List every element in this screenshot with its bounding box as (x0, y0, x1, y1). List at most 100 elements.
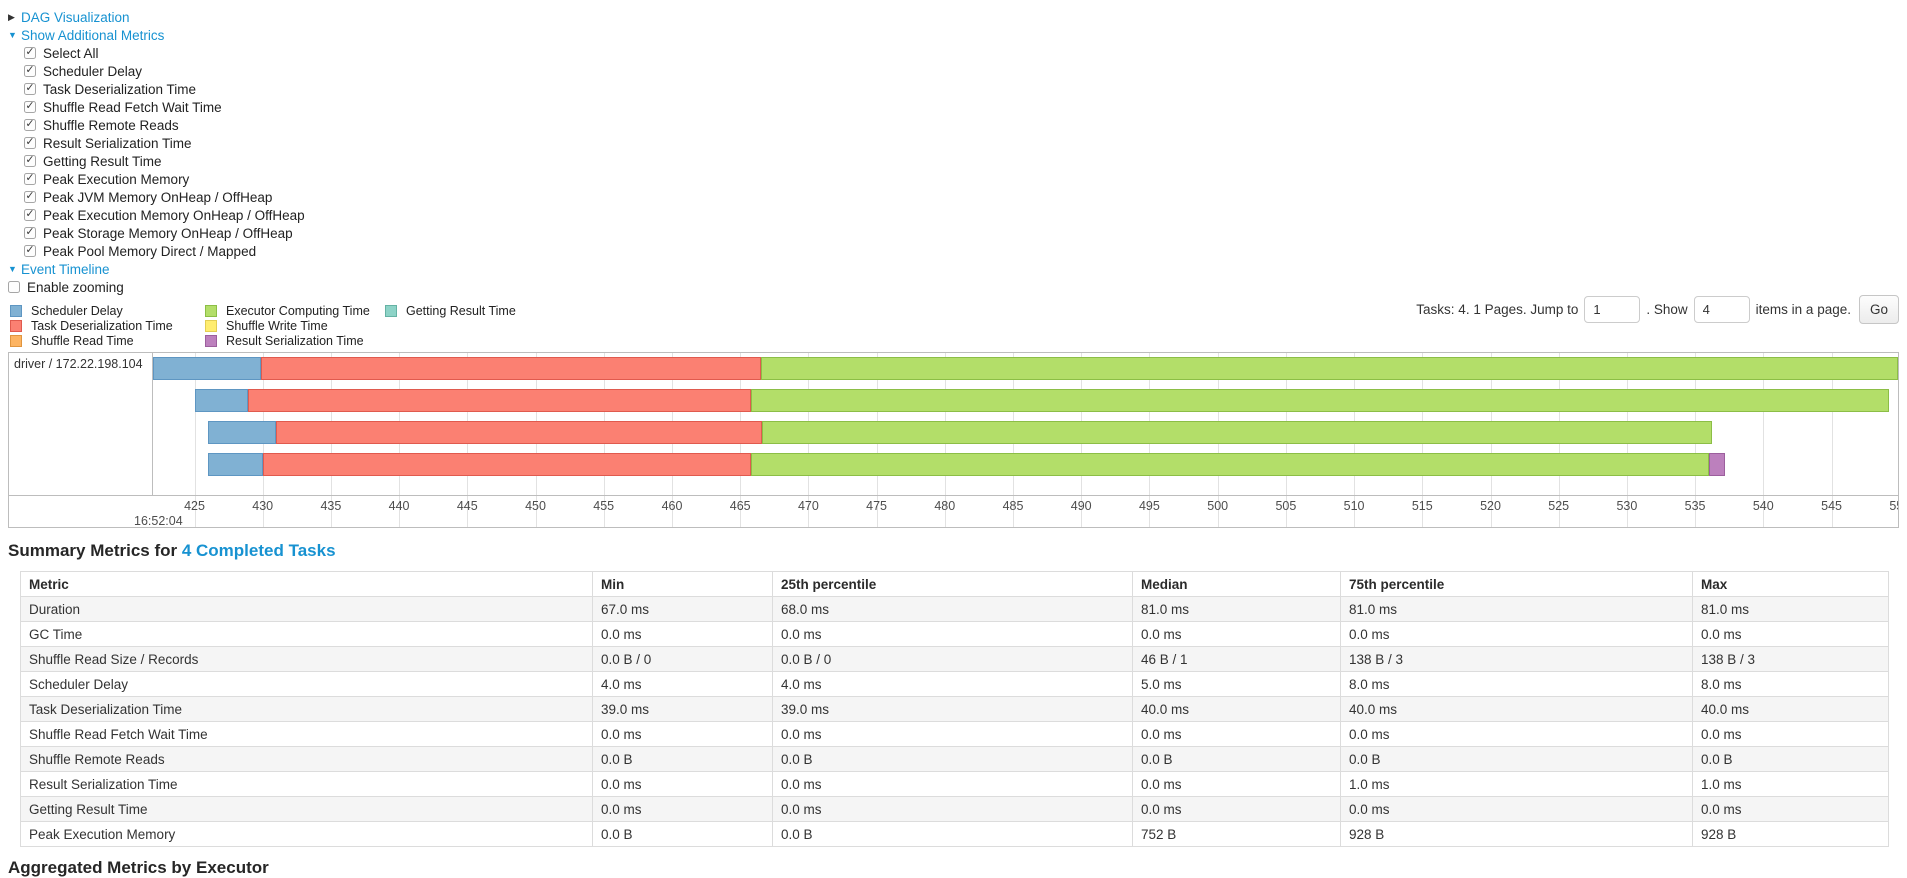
table-row: Shuffle Read Size / Records 0.0 B / 0 0.0 … (20, 646, 1889, 672)
metric-checkbox-label: Shuffle Read Fetch Wait Time (43, 99, 222, 115)
metric-value-cell: 0.0 B (772, 746, 1133, 772)
task-bar-segment-executor_computing[interactable] (751, 453, 1709, 476)
go-button[interactable]: Go (1858, 294, 1899, 324)
metric-checkbox-label: Shuffle Remote Reads (43, 117, 179, 133)
legend-label: Result Serialization Time (226, 333, 364, 348)
metric-checkbox[interactable] (24, 173, 36, 185)
task-bar-segment-result_serialization[interactable] (1708, 453, 1726, 476)
metric-value-cell: 4.0 ms (772, 671, 1133, 697)
metric-name-cell: GC Time (20, 621, 593, 647)
metric-checkbox[interactable] (24, 245, 36, 257)
metric-checkbox-row: Peak Storage Memory OnHeap / OffHeap (24, 224, 305, 242)
items-per-page-input[interactable] (1693, 295, 1750, 323)
timeline-tick-label: 465 (729, 499, 751, 513)
metric-name-cell: Task Deserialization Time (20, 696, 593, 722)
metric-checkbox[interactable] (24, 191, 36, 203)
metric-value-cell: 0.0 ms (1132, 796, 1341, 822)
summary-title-prefix: Summary Metrics for (8, 541, 182, 560)
metric-checkbox-row: Getting Result Time (24, 152, 305, 170)
legend-item: Task Deserialization Time (10, 319, 205, 334)
table-row: Task Deserialization Time 39.0 ms 39.0 ms 4… (20, 696, 1889, 722)
timeline-tick-label: 440 (388, 499, 410, 513)
metric-value-cell: 0.0 ms (592, 771, 773, 797)
metric-checkbox[interactable] (24, 137, 36, 149)
task-bar-segment-task_deserialization[interactable] (261, 357, 761, 380)
legend-label: Scheduler Delay (31, 304, 123, 319)
metric-checkbox[interactable] (24, 83, 36, 95)
task-bar-segment-task_deserialization[interactable] (276, 421, 762, 444)
metric-value-cell: 0.0 ms (1132, 721, 1341, 747)
timeline-tick-label: 445 (456, 499, 478, 513)
metric-value-cell: 928 B (1340, 821, 1693, 847)
timeline-plot-area: 425 430 435 440 445 450 455 460 465 470 475 480 485 4… (153, 353, 1898, 527)
timeline-group-label: driver / 172.22.198.104 (14, 357, 143, 371)
timeline-tick-label: 435 (320, 499, 342, 513)
timeline-tick-label: 550 (1889, 499, 1898, 513)
timeline-group-column: driver / 172.22.198.104 (9, 353, 153, 495)
metric-checkbox-row: Peak Execution Memory OnHeap / OffHeap (24, 206, 305, 224)
items-in-page-text: items in a page. (1755, 301, 1851, 317)
metric-checkbox[interactable] (24, 119, 36, 131)
timeline-tick-label: 490 (1070, 499, 1092, 513)
metric-checkbox-label: Peak Execution Memory (43, 171, 190, 187)
timeline-tick-label: 430 (252, 499, 274, 513)
timeline-tick-label: 500 (1207, 499, 1229, 513)
event-timeline-link[interactable]: ▼ Event Timeline (8, 260, 305, 278)
dag-visualization-link[interactable]: ▶ DAG Visualization (8, 8, 305, 26)
metric-checkbox[interactable] (24, 101, 36, 113)
metric-checkbox-label: Peak Execution Memory OnHeap / OffHeap (43, 207, 305, 223)
metric-checkbox-label: Getting Result Time (43, 153, 162, 169)
timeline-tick-label: 540 (1752, 499, 1774, 513)
metric-checkbox-row: Peak Pool Memory Direct / Mapped (24, 242, 305, 260)
task-bar-segment-task_deserialization[interactable] (262, 453, 752, 476)
metric-value-cell: 0.0 B (1132, 746, 1341, 772)
show-additional-metrics-link[interactable]: ▼ Show Additional Metrics (8, 26, 305, 44)
legend-item: Executor Computing Time (205, 304, 385, 319)
jump-to-page-input[interactable] (1584, 295, 1641, 323)
collapsed-arrow-icon: ▶ (8, 11, 15, 22)
enable-zooming-row: Enable zooming (8, 278, 305, 296)
table-header-cell: Min (592, 571, 773, 597)
timeline-tick-label: 460 (661, 499, 683, 513)
legend-column: Executor Computing Time Shuffle Write Tim… (205, 304, 385, 348)
metric-checkbox[interactable] (24, 227, 36, 239)
metric-checkbox-label: Peak JVM Memory OnHeap / OffHeap (43, 189, 273, 205)
metric-value-cell: 68.0 ms (772, 596, 1133, 622)
metric-value-cell: 0.0 ms (772, 771, 1133, 797)
metric-checkbox[interactable] (24, 65, 36, 77)
metric-value-cell: 0.0 ms (1340, 621, 1693, 647)
task-bar-segment-executor_computing[interactable] (762, 421, 1712, 444)
metric-name-cell: Shuffle Read Size / Records (20, 646, 593, 672)
task-bar-segment-scheduler_delay[interactable] (194, 389, 248, 412)
metric-value-cell: 0.0 ms (772, 621, 1133, 647)
metric-checkbox[interactable] (24, 209, 36, 221)
table-row: GC Time 0.0 ms 0.0 ms 0.0 ms 0.0 ms 0.0 ms (20, 621, 1889, 647)
task-bar-segment-executor_computing[interactable] (760, 357, 1898, 380)
legend-label: Executor Computing Time (226, 304, 370, 319)
task-bar-segment-scheduler_delay[interactable] (208, 421, 277, 444)
task-bar-segment-task_deserialization[interactable] (247, 389, 752, 412)
task-bar-segment-executor_computing[interactable] (751, 389, 1889, 412)
metric-checkbox-label: Task Deserialization Time (43, 81, 197, 97)
completed-tasks-link[interactable]: 4 Completed Tasks (181, 541, 336, 560)
metric-value-cell: 0.0 ms (1132, 621, 1341, 647)
legend-item: Shuffle Write Time (205, 319, 385, 334)
metric-checkbox[interactable] (24, 47, 36, 59)
task-bar-segment-scheduler_delay[interactable] (153, 357, 262, 380)
task-bar-segment-scheduler_delay[interactable] (208, 453, 263, 476)
event-timeline-label: Event Timeline (21, 261, 110, 277)
table-header-row: Metric Min 25th percentile Median 75th perce… (20, 571, 1889, 597)
metric-name-cell: Getting Result Time (20, 796, 593, 822)
table-header-cell: 75th percentile (1340, 571, 1693, 597)
metric-checkbox-row: Shuffle Remote Reads (24, 116, 305, 134)
metric-name-cell: Shuffle Read Fetch Wait Time (20, 721, 593, 747)
timeline-tick-label: 530 (1616, 499, 1638, 513)
timeline-major-tick-label: 16:52:04 (134, 514, 183, 528)
metric-value-cell: 5.0 ms (1132, 671, 1341, 697)
metric-value-cell: 81.0 ms (1132, 596, 1341, 622)
metric-checkbox[interactable] (24, 155, 36, 167)
metric-checkbox-row: Shuffle Read Fetch Wait Time (24, 98, 305, 116)
timeline-tick-label: 545 (1821, 499, 1843, 513)
legend-column: Scheduler Delay Task Deserialization Time… (10, 304, 205, 348)
enable-zooming-checkbox[interactable] (8, 281, 20, 293)
